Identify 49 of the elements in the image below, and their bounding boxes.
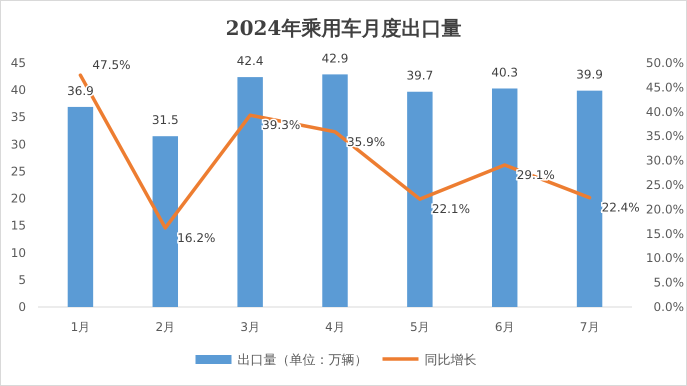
bar	[152, 136, 178, 307]
legend-label: 出口量（单位：万辆）	[238, 353, 368, 368]
y2-tick-label: 30.0%	[646, 154, 684, 168]
bar	[68, 106, 94, 307]
bar	[407, 92, 433, 307]
y2-tick-label: 20.0%	[646, 202, 684, 216]
data-label: 39.9	[576, 68, 603, 82]
y-tick-label: 15	[10, 218, 26, 233]
bar	[237, 77, 263, 307]
y2-tick-label: 35.0%	[646, 129, 684, 144]
data-label: 40.3	[491, 65, 518, 80]
y2-tick-label: 40.0%	[646, 104, 684, 119]
data-label: 47.5%	[92, 58, 131, 72]
data-label: 42.4	[236, 54, 264, 68]
y2-tick-label: 10.0%	[646, 251, 684, 266]
y-tick-label: 10	[10, 246, 26, 260]
data-label: 22.1%	[432, 202, 470, 216]
y2-tick-label: 0.0%	[654, 300, 684, 314]
y2-tick-label: 50.0%	[646, 56, 684, 70]
y-tick-label: 30	[10, 137, 26, 152]
data-label: 22.4%	[602, 200, 640, 215]
bar	[576, 90, 602, 307]
bar	[322, 74, 348, 307]
data-label: 42.9	[322, 51, 348, 66]
y-tick-label: 35	[10, 110, 26, 124]
data-label: 39.7	[406, 68, 434, 83]
x-tick-label: 7月	[580, 320, 600, 334]
y-tick-label: 25	[10, 164, 26, 178]
y-tick-label: 20	[10, 192, 26, 206]
y2-tick-label: 5.0%	[654, 276, 684, 290]
x-tick-label: 5月	[410, 320, 430, 334]
x-tick-label: 2月	[155, 320, 176, 334]
bar	[492, 88, 518, 307]
x-tick-label: 3月	[240, 320, 260, 334]
data-label: 39.3%	[262, 118, 300, 132]
legend-label: 同比增长	[424, 353, 476, 368]
x-tick-label: 1月	[70, 320, 90, 334]
y-tick-label: 5	[18, 272, 26, 287]
x-tick-label: 4月	[325, 320, 345, 334]
x-tick-label: 6月	[494, 320, 515, 334]
y-tick-label: 40	[10, 83, 26, 98]
y2-tick-label: 45.0%	[646, 80, 684, 94]
y2-tick-label: 15.0%	[646, 226, 684, 241]
y-tick-label: 0	[18, 300, 26, 314]
data-label: 16.2%	[177, 230, 216, 245]
y2-tick-label: 25.0%	[646, 178, 684, 192]
chart-title: 2024年乘用车月度出口量	[226, 16, 462, 40]
y-tick-label: 45	[10, 56, 26, 70]
data-label: 31.5	[152, 113, 179, 128]
